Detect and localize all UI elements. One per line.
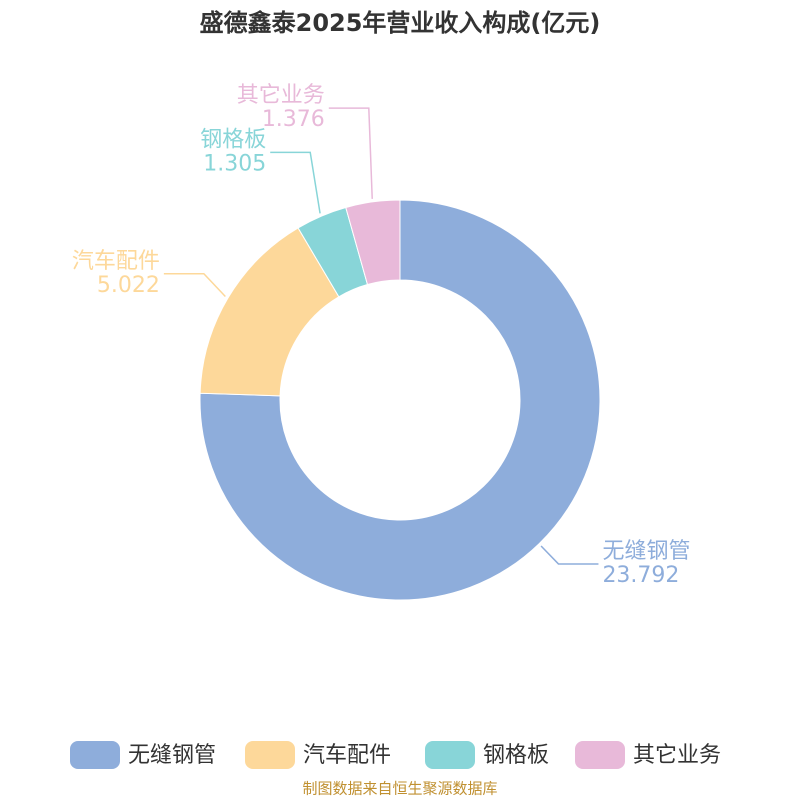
slice-label: 其它业务 [237,83,325,108]
donut-slice [199,199,601,601]
leader-line [328,107,373,199]
slice-value: 23.792 [602,563,679,588]
legend-swatch [70,741,120,769]
legend-label: 其它业务 [633,743,721,768]
slice-label: 汽车配件 [72,249,160,274]
slice-label: 无缝钢管 [602,539,690,564]
legend-swatch [425,741,475,769]
leader-line [540,545,599,565]
leader-line [163,273,226,298]
leader-line [270,151,321,214]
legend-label: 无缝钢管 [128,743,216,768]
legend-swatch [575,741,625,769]
slice-value: 1.376 [262,107,325,132]
slice-value: 5.022 [97,273,160,298]
source-note: 制图数据来自恒生聚源数据库 [302,780,497,798]
chart-title: 盛德鑫泰2025年营业收入构成(亿元) [200,9,601,37]
legend-swatch [245,741,295,769]
legend-label: 钢格板 [483,743,549,768]
slice-value: 1.305 [203,151,266,176]
slice-label: 钢格板 [200,127,266,152]
donut-slice [345,199,401,286]
legend-label: 汽车配件 [303,743,391,768]
